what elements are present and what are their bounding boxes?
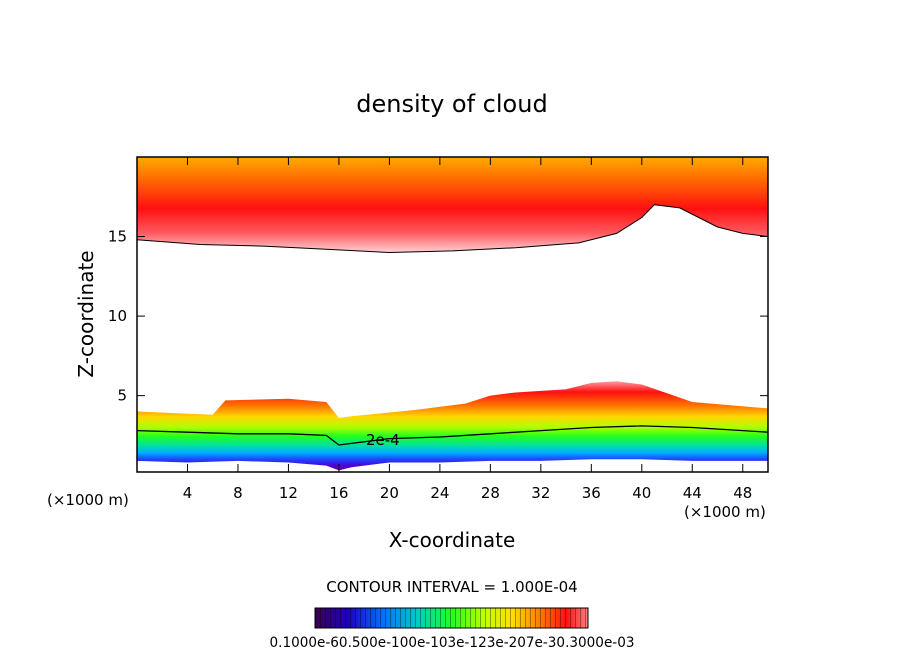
contour-interval-text: CONTOUR INTERVAL = 1.000E-04	[326, 578, 577, 596]
x-tick-label: 12	[279, 484, 298, 502]
x-axis-ticks: 4 8 12 16 20 24 28 32 36 40 44 48	[183, 157, 752, 502]
plot-area	[137, 157, 768, 471]
colorbar-stripes	[315, 608, 588, 628]
x-tick-label: 4	[183, 484, 193, 502]
x-unit-right: (×1000 m)	[684, 503, 766, 521]
contour-label: 2e-4	[366, 431, 400, 449]
x-tick-label: 44	[683, 484, 702, 502]
chart-title: density of cloud	[356, 90, 547, 118]
x-tick-label: 36	[582, 484, 601, 502]
x-tick-label: 32	[531, 484, 550, 502]
upper-layer-contour	[137, 204, 768, 254]
lower-cloud-layer	[137, 381, 768, 471]
colorbar-labels: 0.1000e-60.500e-100e-103e-123e-207e-30.3…	[270, 635, 635, 651]
x-unit-left: (×1000 m)	[47, 491, 129, 509]
y-tick-label: 10	[108, 307, 127, 325]
y-axis-label: Z-coordinate	[74, 250, 98, 377]
y-axis-ticks: 5 10 15	[108, 228, 768, 405]
contour-2e-4-line	[137, 425, 768, 446]
x-tick-label: 40	[632, 484, 651, 502]
x-axis-label: X-coordinate	[389, 528, 516, 552]
plot-frame	[136, 156, 769, 473]
x-tick-label: 24	[430, 484, 449, 502]
x-tick-label: 16	[329, 484, 348, 502]
x-tick-label: 20	[380, 484, 399, 502]
y-tick-label: 15	[108, 228, 127, 246]
x-tick-label: 28	[481, 484, 500, 502]
upper-cloud-layer	[137, 157, 768, 253]
x-tick-label: 48	[733, 484, 752, 502]
y-tick-label: 5	[117, 387, 127, 405]
x-tick-label: 8	[233, 484, 243, 502]
